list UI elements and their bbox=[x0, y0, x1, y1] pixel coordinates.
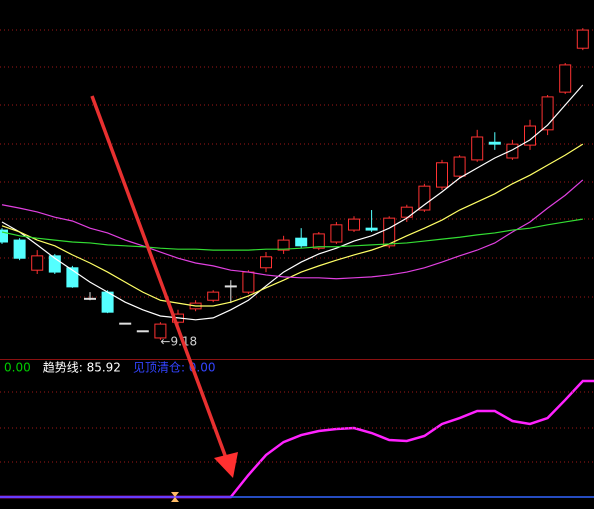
moving-average bbox=[1, 143, 584, 307]
candle-body bbox=[400, 206, 413, 218]
candle-body bbox=[119, 322, 132, 325]
marker-icon bbox=[171, 492, 179, 502]
candle-body bbox=[101, 291, 114, 313]
candle-body bbox=[471, 136, 484, 161]
arrow-head bbox=[214, 452, 238, 478]
candle-body bbox=[383, 217, 396, 247]
candle-body bbox=[559, 64, 572, 93]
candle-body bbox=[207, 291, 220, 301]
moving-average bbox=[1, 84, 584, 321]
candle-body bbox=[277, 239, 290, 251]
candle-body bbox=[453, 156, 466, 177]
candle-body bbox=[154, 323, 167, 339]
arrow-shaft bbox=[90, 95, 228, 459]
candle-body bbox=[506, 143, 519, 159]
candle-body bbox=[84, 297, 96, 300]
candle-body bbox=[488, 141, 501, 145]
moving-average bbox=[1, 179, 584, 280]
candle-body bbox=[348, 218, 360, 231]
candle-body bbox=[224, 285, 237, 288]
candle-body bbox=[365, 227, 378, 231]
legend-label: 见顶清仓: 0.00 bbox=[133, 361, 216, 375]
candle-body bbox=[0, 229, 8, 243]
candle-body bbox=[436, 162, 448, 188]
lower-grid bbox=[0, 391, 594, 463]
candle-body bbox=[312, 233, 325, 249]
plot-layer: ←9.18 0.00 趋势线: 85.92 见顶清仓: 0.00 bbox=[0, 28, 594, 499]
legend-label: 0.00 bbox=[4, 361, 31, 375]
candle-body bbox=[418, 185, 431, 211]
candle-body bbox=[260, 256, 272, 269]
legend-label: 趋势线: 85.92 bbox=[43, 361, 121, 375]
red-arrow bbox=[90, 95, 238, 478]
candle-body bbox=[66, 267, 79, 288]
candle-body bbox=[13, 239, 26, 259]
candle-body bbox=[48, 255, 61, 273]
candle-body bbox=[576, 29, 589, 49]
candle-body bbox=[295, 237, 308, 247]
moving-average bbox=[1, 218, 583, 251]
candle-body bbox=[31, 255, 44, 271]
candle-body bbox=[330, 224, 343, 243]
candle-body bbox=[242, 271, 255, 293]
candle-body bbox=[136, 330, 149, 333]
candle-body bbox=[541, 96, 554, 131]
indicator-line bbox=[0, 379, 594, 499]
low-label: ←9.18 bbox=[160, 334, 197, 348]
